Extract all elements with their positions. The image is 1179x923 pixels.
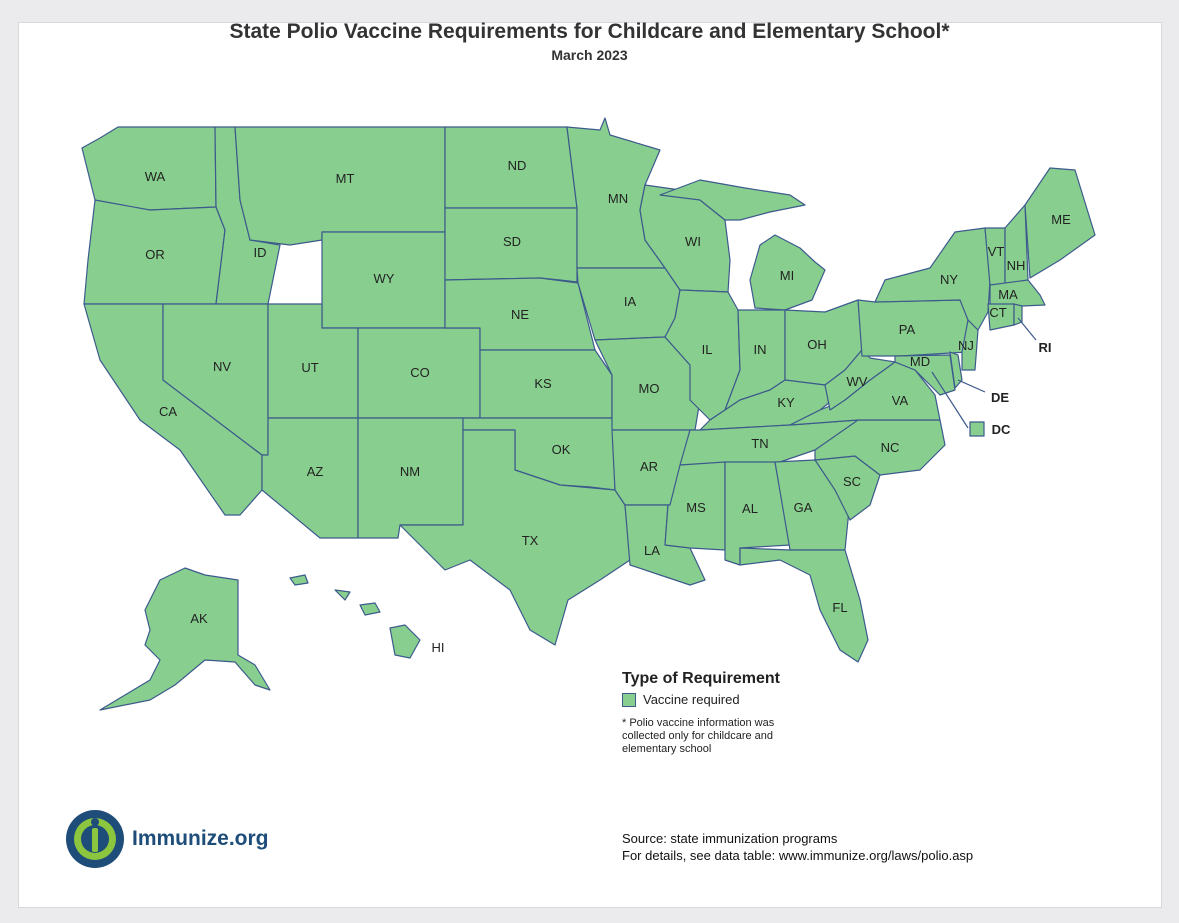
state-fl xyxy=(739,547,869,663)
label-hi: HI xyxy=(432,640,445,655)
source-note: Source: state immunization programs For … xyxy=(622,830,973,864)
logo-mark-icon xyxy=(66,810,124,868)
label-mi: MI xyxy=(780,268,794,283)
state-ak xyxy=(99,567,271,711)
label-la: LA xyxy=(644,543,660,558)
label-nj: NJ xyxy=(958,338,974,353)
footnote: * Polio vaccine information was collecte… xyxy=(622,717,775,755)
label-vt: VT xyxy=(988,244,1005,259)
label-ri: RI xyxy=(1039,340,1052,355)
label-ut: UT xyxy=(301,360,318,375)
label-in: IN xyxy=(754,342,767,357)
label-il: IL xyxy=(702,342,713,357)
label-va: VA xyxy=(892,393,909,408)
label-co: CO xyxy=(410,365,430,380)
label-mt: MT xyxy=(336,171,355,186)
label-de: DE xyxy=(991,390,1009,405)
state-hi-1 xyxy=(389,624,421,659)
label-sc: SC xyxy=(843,474,861,489)
details-line: For details, see data table: www.immuniz… xyxy=(622,848,974,863)
label-ny: NY xyxy=(940,272,958,287)
label-ms: MS xyxy=(686,500,706,515)
label-ia: IA xyxy=(624,294,637,309)
logo-text: Immunize.org xyxy=(132,827,269,850)
immunize-logo: Immunize.org xyxy=(66,810,269,868)
label-ma: MA xyxy=(998,287,1018,302)
label-md: MD xyxy=(910,354,930,369)
label-wv: WV xyxy=(847,374,868,389)
label-wy: WY xyxy=(374,271,395,286)
label-or: OR xyxy=(145,247,165,262)
legend-item-label: Vaccine required xyxy=(643,692,740,707)
state-me xyxy=(1024,167,1096,279)
legend: Type of Requirement Vaccine required * P… xyxy=(622,670,882,756)
state-mt xyxy=(234,126,446,246)
legend-title: Type of Requirement xyxy=(622,670,780,687)
label-sd: SD xyxy=(503,234,521,249)
state-de xyxy=(949,351,963,389)
label-ok: OK xyxy=(552,442,571,457)
label-ne: NE xyxy=(511,307,529,322)
label-wa: WA xyxy=(145,169,166,184)
leader-ri xyxy=(1017,317,1037,341)
label-dc: DC xyxy=(992,422,1011,437)
label-pa: PA xyxy=(899,322,916,337)
state-hi-2 xyxy=(359,602,381,616)
label-ks: KS xyxy=(534,376,552,391)
dc-box xyxy=(969,421,985,437)
label-fl: FL xyxy=(832,600,847,615)
label-ky: KY xyxy=(777,395,795,410)
page-title: State Polio Vaccine Requirements for Chi… xyxy=(229,20,950,43)
label-nv: NV xyxy=(213,359,231,374)
label-wi: WI xyxy=(685,234,701,249)
label-nh: NH xyxy=(1007,258,1026,273)
label-az: AZ xyxy=(307,464,324,479)
label-tn: TN xyxy=(751,436,768,451)
label-mo: MO xyxy=(639,381,660,396)
label-nc: NC xyxy=(881,440,900,455)
leader-dc xyxy=(931,371,969,429)
state-nh xyxy=(1004,204,1029,286)
label-nd: ND xyxy=(508,158,527,173)
label-nm: NM xyxy=(400,464,420,479)
leader-de xyxy=(957,379,986,393)
label-tx: TX xyxy=(522,533,539,548)
label-me: ME xyxy=(1051,212,1071,227)
state-hi-4 xyxy=(289,574,309,586)
legend-item-vaccine-required: Vaccine required xyxy=(622,692,882,707)
label-mn: MN xyxy=(608,191,628,206)
label-al: AL xyxy=(742,501,758,516)
state-mi-up xyxy=(659,179,806,221)
state-hi-3 xyxy=(334,589,351,601)
source-line: Source: state immunization programs xyxy=(622,831,838,846)
label-ct: CT xyxy=(989,305,1006,320)
label-ga: GA xyxy=(794,500,813,515)
legend-swatch xyxy=(622,692,636,707)
state-mi xyxy=(749,234,826,311)
label-ar: AR xyxy=(640,459,658,474)
label-id: ID xyxy=(254,245,267,260)
label-ak: AK xyxy=(190,611,208,626)
state-tx xyxy=(399,429,631,646)
label-ca: CA xyxy=(159,404,177,419)
label-oh: OH xyxy=(807,337,827,352)
page-subtitle: March 2023 xyxy=(551,47,628,63)
